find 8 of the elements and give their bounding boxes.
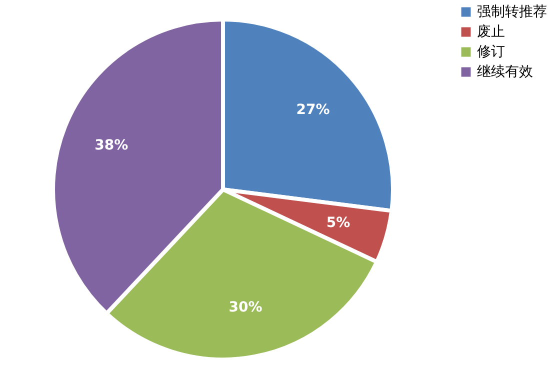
data-label: 30% <box>228 299 262 316</box>
legend-label: 修订 <box>477 44 505 60</box>
legend-label: 强制转推荐 <box>477 4 547 20</box>
data-label: 27% <box>296 102 330 118</box>
data-label: 38% <box>94 137 128 154</box>
data-label: 5% <box>326 214 350 231</box>
legend-label: 继续有效 <box>477 64 533 80</box>
legend-label: 废止 <box>477 24 505 40</box>
